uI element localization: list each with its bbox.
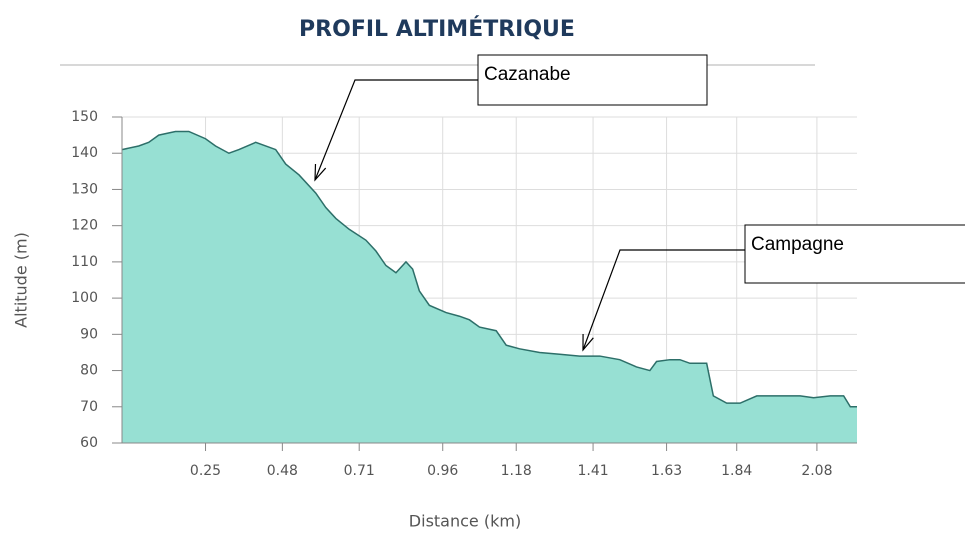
x-tick-label: 0.48 — [267, 463, 298, 479]
y-tick-label: 80 — [80, 363, 98, 379]
x-tick-label: 0.25 — [190, 463, 221, 479]
annotation-arrow — [314, 79, 478, 181]
chart-title: PROFIL ALTIMÉTRIQUE — [299, 16, 575, 42]
x-tick-label: 1.84 — [721, 463, 752, 479]
annotation-text: Campagne — [751, 234, 844, 255]
annotation-arrow — [582, 249, 745, 351]
y-tick-label: 90 — [80, 326, 98, 342]
profile-line — [121, 130, 857, 408]
x-tick-label: 1.18 — [501, 463, 532, 479]
annotation-box — [477, 54, 708, 106]
area-fill — [122, 131, 857, 443]
y-tick-label: 120 — [71, 218, 98, 234]
x-tick-label: 0.71 — [344, 463, 375, 479]
x-tick-label: 1.41 — [577, 463, 608, 479]
y-tick-label: 60 — [80, 435, 98, 451]
y-tick-label: 100 — [71, 290, 98, 306]
annotation-text: Cazanabe — [484, 64, 571, 85]
arrow-head — [582, 333, 594, 352]
x-tick-label: 1.63 — [651, 463, 682, 479]
arrow-head — [314, 163, 327, 182]
x-tick-label: 2.08 — [801, 463, 832, 479]
annotation-box — [744, 224, 965, 284]
x-tick-label: 0.96 — [427, 463, 458, 479]
y-tick-label: 70 — [80, 399, 98, 415]
y-tick-label: 130 — [71, 181, 98, 197]
y-tick-label: 110 — [71, 254, 98, 270]
y-tick-label: 150 — [71, 109, 98, 125]
x-axis-label: Distance (km) — [409, 512, 521, 531]
y-tick-label: 140 — [71, 145, 98, 161]
y-axis-label: Altitude (m) — [12, 232, 31, 328]
